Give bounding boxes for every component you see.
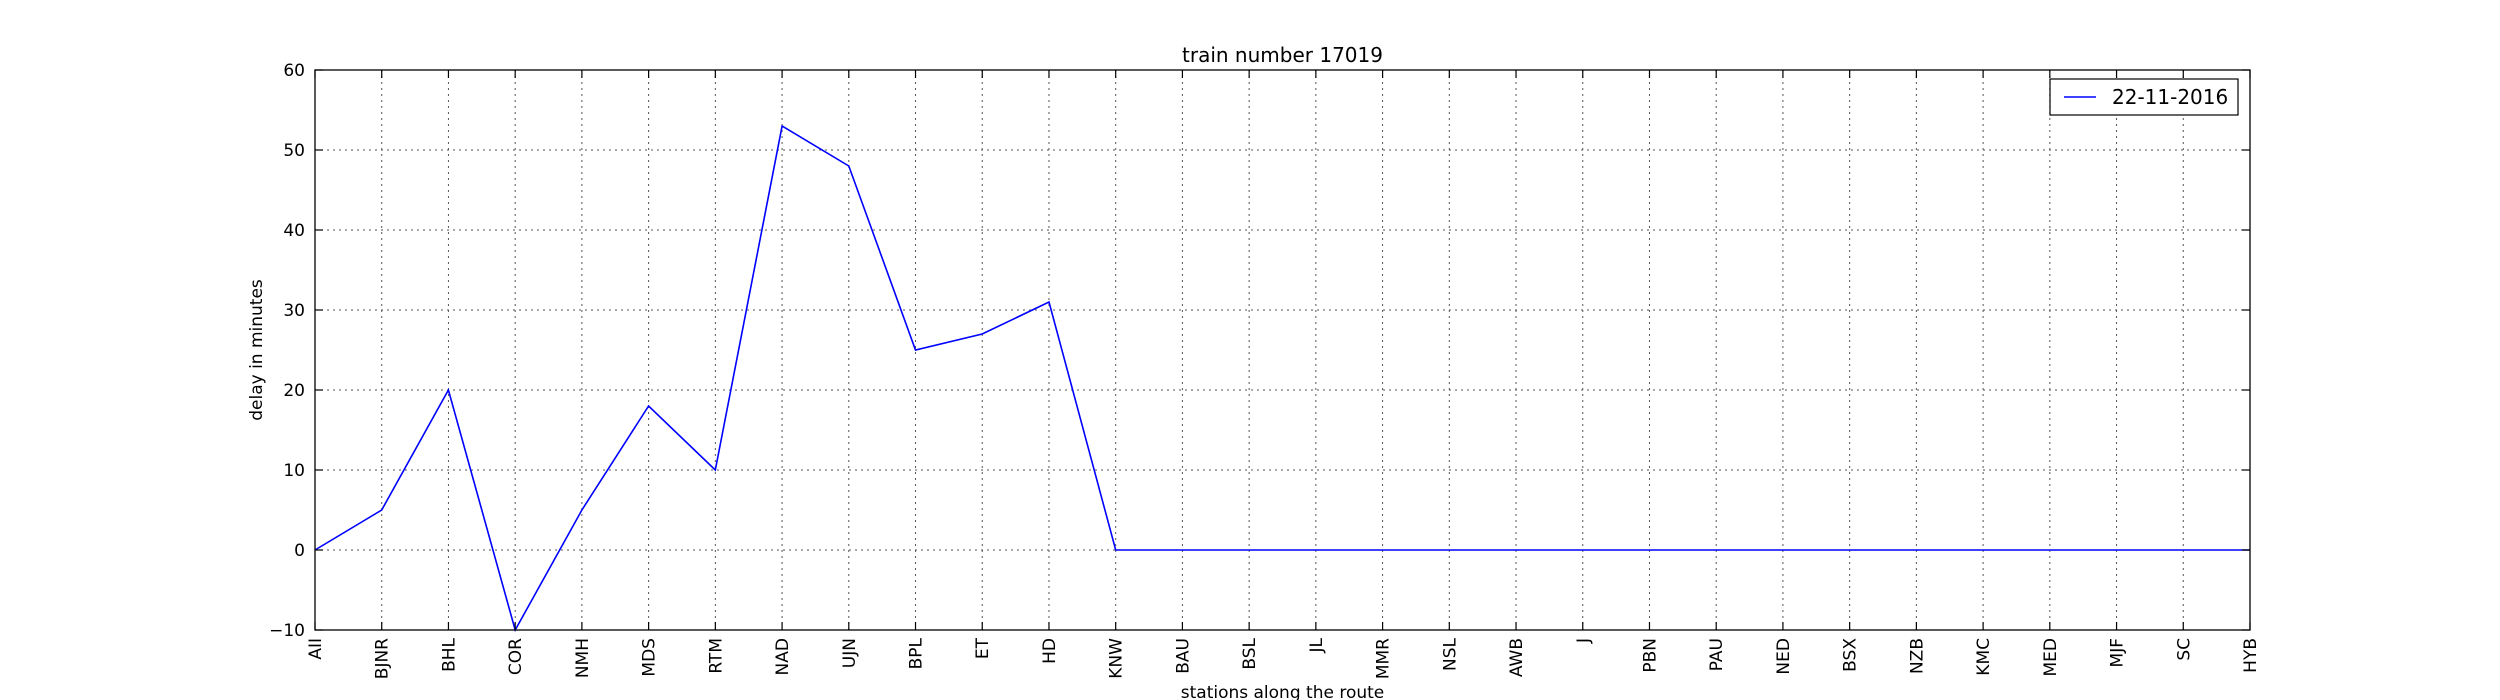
legend: 22-11-2016 [2049,78,2239,116]
x-tick-label: AWB [1507,638,1527,677]
x-tick-label: MJF [2108,638,2128,667]
x-tick-label: NZB [1907,638,1927,674]
plot-area-frame [314,69,2251,631]
x-tick-label: JL [1307,637,1327,653]
y-tick-label: 30 [283,301,305,321]
y-axis: −10 0 10 20 30 40 50 60 [269,61,2250,641]
x-tick-label: KNW [1107,638,1127,679]
y-axis-label: delay in minutes [247,279,267,421]
x-tick-label: NAD [773,638,793,675]
chart-title: train number 17019 [1182,43,1383,67]
x-tick-label: AII [306,638,326,660]
x-axis-label: stations along the route [1181,683,1385,700]
x-tick-label: SC [2174,638,2194,661]
y-tick-label: 20 [283,381,305,401]
x-tick-label: NSL [1440,637,1460,671]
x-tick-label: PBN [1640,638,1660,673]
x-tick-label: BSX [1841,638,1861,672]
x-tick-label: PAU [1707,638,1727,671]
y-tick-label: 40 [283,221,305,241]
x-tick-label: RTM [706,638,726,674]
x-tick-label: MMR [1374,638,1394,679]
y-tick-label: 10 [283,461,305,481]
x-axis: AII BJNR BHL COR NMH MDS RTM NAD UJN BPL ET HD KNW BA… [306,70,2261,679]
x-tick-label: HD [1040,638,1060,664]
x-tick-label: HYB [2241,638,2261,673]
x-tick-label: NED [1774,638,1794,675]
series-line [314,124,2250,633]
x-tick-label: MED [2041,638,2061,677]
y-tick-label: 0 [294,541,305,561]
x-tick-label: BSL [1240,637,1260,669]
series-layer [314,124,2250,633]
x-tick-label: KMC [1974,638,1994,676]
x-tick-label: BAU [1173,638,1193,674]
x-tick-label: BJNR [373,638,393,679]
x-tick-label: J [1574,638,1594,644]
x-tick-label: BHL [439,637,459,671]
x-tick-label: UJN [840,638,860,668]
grid [314,69,2251,631]
legend-entry-label: 22-11-2016 [2112,85,2228,109]
x-tick-label: NMH [573,638,593,678]
x-tick-label: MDS [640,638,660,677]
y-tick-label: 60 [283,61,305,81]
y-tick-label: 50 [283,141,305,161]
x-tick-label: COR [506,638,526,675]
x-tick-label: ET [973,637,993,659]
y-tick-label: −10 [269,621,305,641]
x-tick-label: BPL [907,637,927,669]
